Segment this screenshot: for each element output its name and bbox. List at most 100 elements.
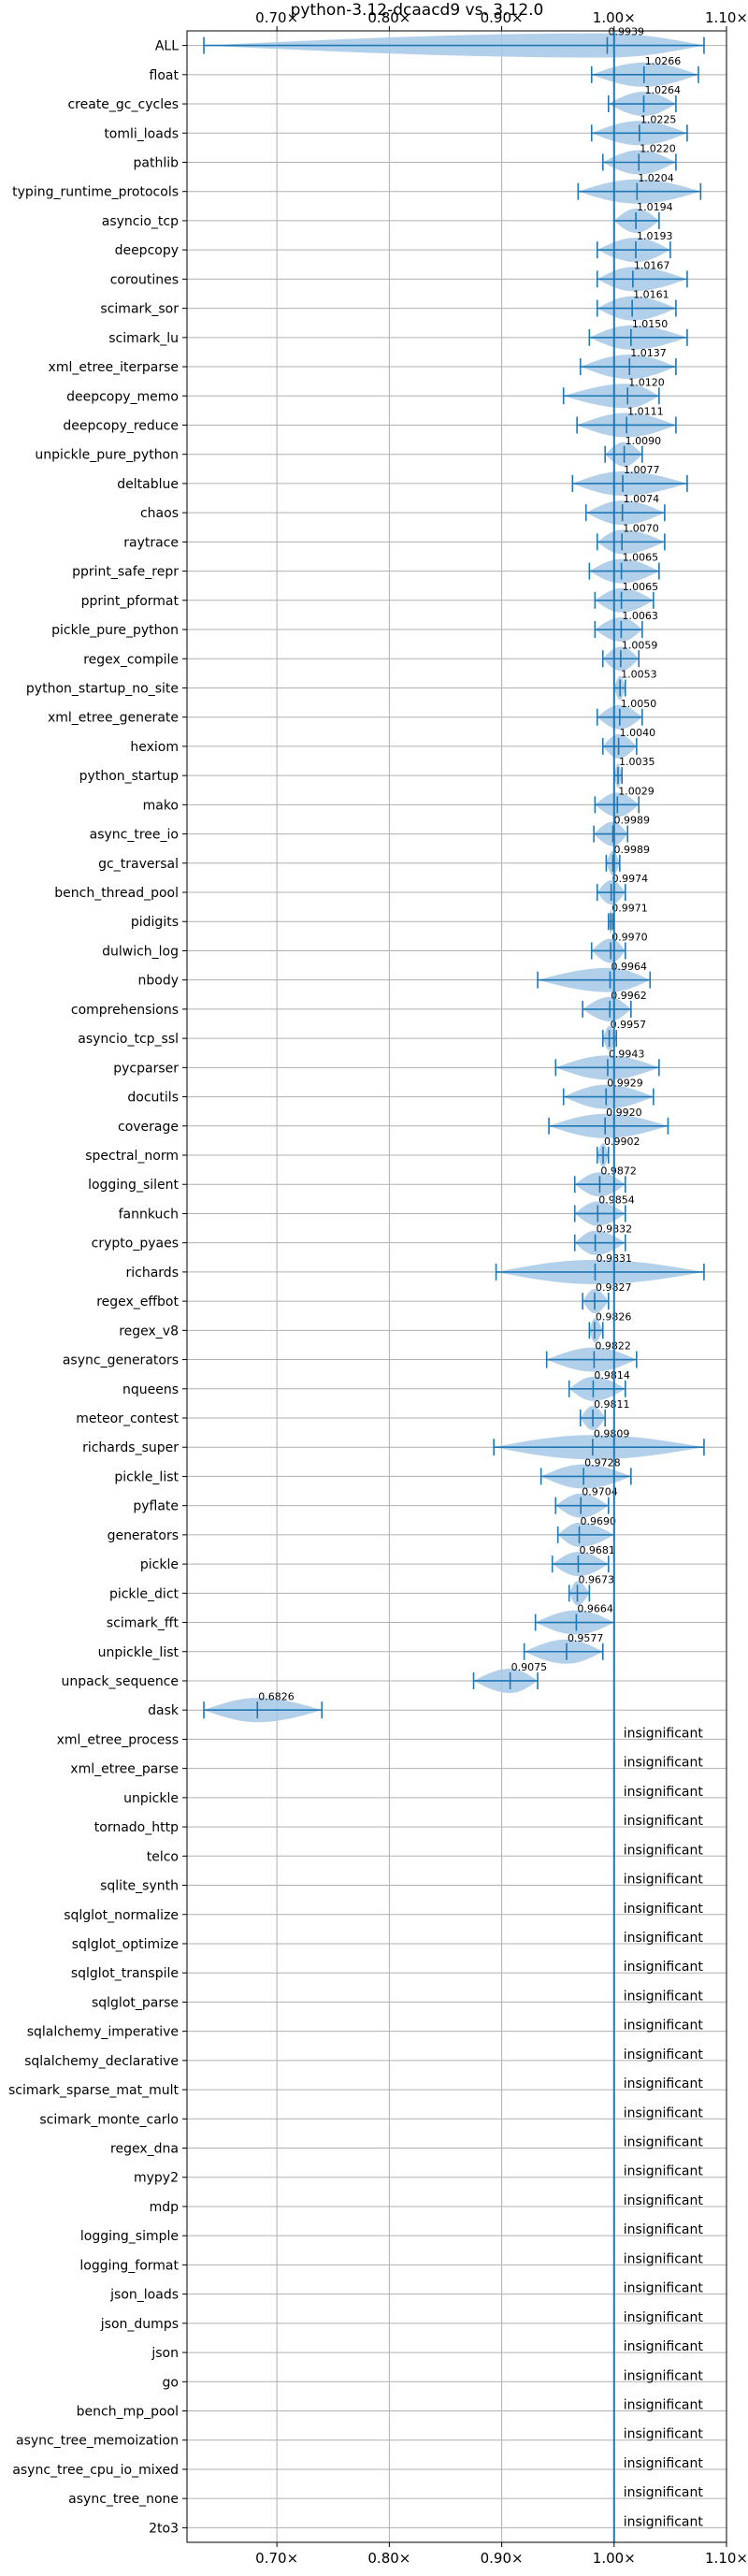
violin-asyncio_tcp_ssl: 0.9957 <box>601 1019 647 1051</box>
violin-richards: 0.9831 <box>495 1252 705 1284</box>
mean-value-label: 0.9957 <box>611 1019 647 1031</box>
violin-typing_runtime_protocols: 1.0204 <box>577 172 702 204</box>
mean-value-label: 1.0137 <box>630 347 667 359</box>
insignificant-label: insignificant <box>624 2193 704 2208</box>
mean-value-label: 1.0050 <box>621 698 657 710</box>
benchmark-label: pickle_list <box>114 1469 179 1484</box>
insignificant-label: insignificant <box>624 2077 704 2091</box>
violin-pickle_list: 0.9728 <box>539 1457 632 1489</box>
mean-value-label: 1.0029 <box>618 785 654 797</box>
benchmark-label: coverage <box>118 1120 179 1135</box>
benchmark-label: deepcopy <box>115 243 179 258</box>
benchmark-label: dulwich_log <box>102 944 179 959</box>
benchmark-label: regex_effbot <box>96 1295 179 1310</box>
benchmark-label: python_startup <box>79 769 179 784</box>
mean-value-label: 0.9902 <box>604 1136 640 1148</box>
violin-docutils: 0.9929 <box>562 1078 654 1109</box>
benchmark-label: float <box>150 68 180 83</box>
violin-pycparser: 0.9943 <box>554 1048 660 1080</box>
benchmark-label: typing_runtime_protocols <box>12 185 179 200</box>
violin-nqueens: 0.9814 <box>568 1369 630 1401</box>
insignificant-label: insignificant <box>624 1726 704 1741</box>
benchmark-label: asyncio_tcp <box>102 214 179 229</box>
benchmark-label: async_generators <box>63 1353 179 1368</box>
benchmark-label: tomli_loads <box>104 126 179 141</box>
violin-marks: 0.9939 1.0266 1.0264 1.0225 1.0220 1.0204 1.01… <box>203 26 705 2529</box>
mean-value-label: 0.9872 <box>600 1165 637 1177</box>
insignificant-label: insignificant <box>624 2485 704 2500</box>
x-tick-label-top: 1.00× <box>593 9 636 26</box>
benchmark-label: unpickle <box>123 1791 179 1806</box>
benchmark-label: async_tree_memoization <box>16 2434 179 2449</box>
violin-deltablue: 1.0077 <box>571 464 688 496</box>
mean-value-label: 1.0266 <box>645 55 682 67</box>
violin-logging_silent: 0.9872 <box>573 1165 637 1197</box>
mean-value-label: 1.0063 <box>622 610 658 622</box>
benchmark-label: mako <box>143 798 179 813</box>
violin-deepcopy: 1.0193 <box>596 230 673 263</box>
insignificant-label: insignificant <box>624 2251 704 2266</box>
violin-python_startup: 1.0035 <box>612 756 654 789</box>
mean-value-label: 0.9989 <box>613 815 650 827</box>
mean-value-label: 0.9809 <box>594 1427 630 1440</box>
violin-scimark_sor: 1.0161 <box>596 289 677 321</box>
benchmark-label: dask <box>148 1703 180 1718</box>
violin-dulwich_log: 0.9970 <box>590 932 648 963</box>
mean-value-label: 0.9075 <box>511 1661 548 1673</box>
benchmark-label: async_tree_io <box>90 828 179 843</box>
insignificant-label: insignificant <box>624 2456 704 2471</box>
chart-title: python-3.12-dcaacd9 vs. 3.12.0 <box>291 1 544 20</box>
mean-value-label: 0.9814 <box>594 1369 630 1382</box>
mean-value-label: 0.9822 <box>595 1340 631 1353</box>
benchmark-label: spectral_norm <box>85 1149 179 1164</box>
benchmark-label: json_loads <box>109 2288 179 2303</box>
benchmark-label: mdp <box>150 2200 180 2215</box>
insignificant-label: insignificant <box>624 2019 704 2033</box>
benchmark-label: xml_etree_generate <box>48 711 179 726</box>
violin-xml_etree_iterparse: 1.0137 <box>579 347 677 379</box>
benchmark-label: sqlalchemy_imperative <box>27 2025 179 2040</box>
benchmark-label: asyncio_tcp_ssl <box>78 1032 179 1047</box>
mean-value-label: 1.0225 <box>640 113 677 125</box>
violin-async_tree_io: 0.9989 <box>593 815 650 847</box>
mean-value-label: 1.0059 <box>622 639 658 651</box>
benchmark-label: meteor_contest <box>76 1411 179 1426</box>
mean-value-label: 1.0204 <box>638 172 674 184</box>
benchmark-label: richards_super <box>82 1440 179 1455</box>
mean-value-label: 0.9664 <box>577 1603 613 1615</box>
benchmark-label: regex_compile <box>83 652 179 667</box>
violin-pickle: 0.9681 <box>551 1544 615 1577</box>
benchmark-label: pprint_pformat <box>81 594 180 609</box>
benchmark-label: scimark_fft <box>107 1616 180 1631</box>
benchmark-label: coroutines <box>110 272 179 287</box>
mean-value-label: 1.0120 <box>628 376 665 388</box>
insignificant-label: insignificant <box>624 1873 704 1888</box>
mean-value-label: 1.0070 <box>623 522 659 534</box>
violin-tomli_loads: 1.0225 <box>590 113 688 146</box>
insignificant-label: insignificant <box>624 2135 704 2150</box>
violin-bench_thread_pool: 0.9974 <box>596 873 648 904</box>
x-tick-label-top: 1.10× <box>705 9 748 26</box>
violin-raytrace: 1.0070 <box>596 522 666 555</box>
mean-value-label: 1.0220 <box>640 143 676 155</box>
violin-crypto_pyaes: 0.9832 <box>573 1223 632 1255</box>
x-tick-label-top: 0.70× <box>255 9 298 26</box>
insignificant-label: insignificant <box>624 1785 704 1800</box>
benchmark-label: sqlglot_transpile <box>71 1966 179 1981</box>
benchmark-label: python_startup_no_site <box>26 681 179 696</box>
violin-gc_traversal: 0.9989 <box>605 844 650 876</box>
insignificant-label: insignificant <box>624 1989 704 2004</box>
benchmark-label: pathlib <box>134 155 180 170</box>
benchmark-label: logging_format <box>79 2258 179 2273</box>
benchmark-label: sqlite_synth <box>100 1879 179 1894</box>
violin-unpack_sequence: 0.9075 <box>472 1661 548 1693</box>
benchmark-label: json <box>151 2346 179 2361</box>
benchmark-label: 2to3 <box>149 2521 179 2536</box>
mean-value-label: 1.0193 <box>637 230 673 242</box>
mean-value-label: 0.9970 <box>611 932 648 944</box>
insignificant-label: insignificant <box>624 2222 704 2237</box>
violin-mako: 1.0029 <box>594 785 654 818</box>
benchmark-label: gc_traversal <box>98 857 179 872</box>
